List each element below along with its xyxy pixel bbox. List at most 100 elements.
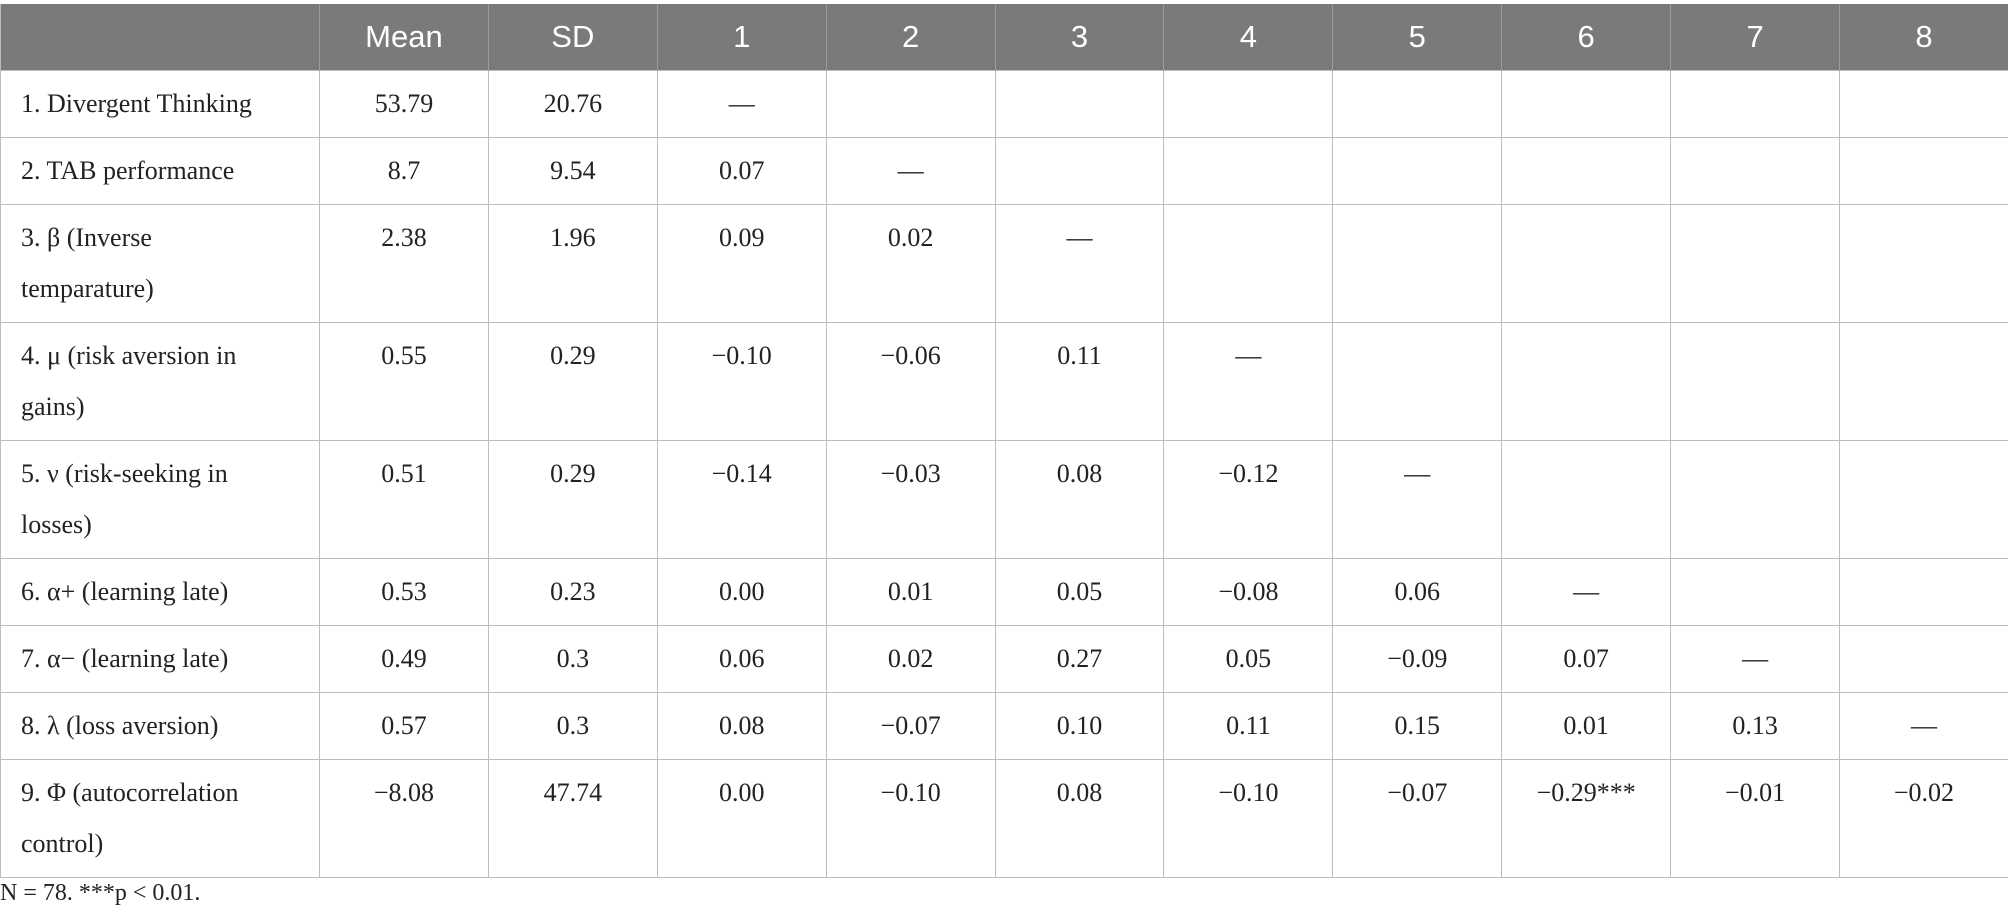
table-cell: [1839, 204, 2008, 323]
row-label: 5. ν (risk-seeking in losses): [0, 440, 320, 559]
header-cell: [0, 4, 320, 71]
table-cell: 0.3: [487, 692, 658, 760]
table-cell: [1670, 440, 1841, 559]
table-cell: [1670, 558, 1841, 626]
table-cell: −0.07: [825, 692, 996, 760]
table-row: 5. ν (risk-seeking in losses) 0.51 0.29 …: [0, 440, 2008, 559]
table-row: 9. Φ (autocorrelation control) −8.08 47.…: [0, 759, 2008, 878]
table-cell: −8.08: [319, 759, 489, 878]
table-cell: —: [1670, 625, 1841, 693]
table-cell: 47.74: [487, 759, 658, 878]
table-cell: [1501, 70, 1672, 138]
table-cell: 9.54: [487, 137, 658, 205]
table-cell: 0.10: [994, 692, 1165, 760]
table-cell: —: [1163, 322, 1334, 441]
table-cell: —: [825, 137, 996, 205]
table-row: 3. β (Inverse temparature) 2.38 1.96 0.0…: [0, 204, 2008, 323]
table-cell: −0.02: [1839, 759, 2008, 878]
table-row: 7. α− (learning late) 0.49 0.3 0.06 0.02…: [0, 625, 2008, 693]
table-cell: [1501, 322, 1672, 441]
table-cell: −0.14: [656, 440, 827, 559]
table-cell: −0.01: [1670, 759, 1841, 878]
table-cell: [1501, 440, 1672, 559]
header-cell: 3: [994, 4, 1165, 71]
table-cell: 0.3: [487, 625, 658, 693]
table-cell: 20.76: [487, 70, 658, 138]
table-cell: [1163, 204, 1334, 323]
table-cell: −0.10: [1163, 759, 1334, 878]
table-cell: 0.11: [1163, 692, 1334, 760]
table-cell: 0.08: [994, 440, 1165, 559]
table-cell: 0.09: [656, 204, 827, 323]
table-cell: 0.23: [487, 558, 658, 626]
header-cell: 4: [1163, 4, 1334, 71]
correlation-table: Mean SD 1 2 3 4 5 6 7 8 1. Divergent Thi…: [0, 4, 2008, 878]
table-cell: [1332, 137, 1503, 205]
row-label: 3. β (Inverse temparature): [0, 204, 320, 323]
table-cell: 0.55: [319, 322, 489, 441]
table-cell: [1163, 70, 1334, 138]
table-cell: [1670, 70, 1841, 138]
table-cell: −0.09: [1332, 625, 1503, 693]
row-label: 9. Φ (autocorrelation control): [0, 759, 320, 878]
table-cell: [1839, 440, 2008, 559]
table-cell: [1839, 322, 2008, 441]
table-cell: [1839, 558, 2008, 626]
table-cell: 0.00: [656, 558, 827, 626]
table-cell: 0.51: [319, 440, 489, 559]
table-cell: −0.08: [1163, 558, 1334, 626]
table-cell: −0.06: [825, 322, 996, 441]
table-cell: −0.29***: [1501, 759, 1672, 878]
row-label: 4. μ (risk aversion in gains): [0, 322, 320, 441]
table-cell: 53.79: [319, 70, 489, 138]
header-cell: Mean: [319, 4, 489, 71]
table-cell: 0.06: [1332, 558, 1503, 626]
table-cell: [1332, 322, 1503, 441]
table-cell: [1839, 625, 2008, 693]
table-row: 6. α+ (learning late) 0.53 0.23 0.00 0.0…: [0, 558, 2008, 626]
table-cell: 0.08: [656, 692, 827, 760]
table-cell: 0.05: [994, 558, 1165, 626]
table-cell: −0.10: [656, 322, 827, 441]
table-cell: [994, 137, 1165, 205]
table-cell: —: [994, 204, 1165, 323]
header-cell: 8: [1839, 4, 2008, 71]
table-cell: [1501, 204, 1672, 323]
table-cell: [1670, 137, 1841, 205]
table-cell: —: [1332, 440, 1503, 559]
table-row: 1. Divergent Thinking 53.79 20.76 —: [0, 70, 2008, 138]
table-cell: [1670, 204, 1841, 323]
table-cell: 0.02: [825, 204, 996, 323]
row-label: 6. α+ (learning late): [0, 558, 320, 626]
table-cell: [1670, 322, 1841, 441]
table-cell: −0.10: [825, 759, 996, 878]
table-row: 8. λ (loss aversion) 0.57 0.3 0.08 −0.07…: [0, 692, 2008, 760]
table-cell: [825, 70, 996, 138]
table-cell: 0.29: [487, 322, 658, 441]
table-cell: 0.15: [1332, 692, 1503, 760]
table-footnote: N = 78. ***p < 0.01.: [0, 880, 201, 906]
row-label: 7. α− (learning late): [0, 625, 320, 693]
header-cell: 5: [1332, 4, 1503, 71]
table-cell: [994, 70, 1165, 138]
table-cell: 0.49: [319, 625, 489, 693]
table-cell: [1332, 70, 1503, 138]
table-cell: 0.53: [319, 558, 489, 626]
table-cell: [1839, 70, 2008, 138]
header-cell: 6: [1501, 4, 1672, 71]
table-cell: —: [1839, 692, 2008, 760]
table-cell: 0.27: [994, 625, 1165, 693]
table-cell: [1839, 137, 2008, 205]
table-cell: [1501, 137, 1672, 205]
table-cell: 2.38: [319, 204, 489, 323]
table-cell: 0.07: [1501, 625, 1672, 693]
table-cell: —: [1501, 558, 1672, 626]
row-label: 1. Divergent Thinking: [0, 70, 320, 138]
table-cell: [1163, 137, 1334, 205]
table-row: 2. TAB performance 8.7 9.54 0.07 —: [0, 137, 2008, 205]
correlation-table-container: Mean SD 1 2 3 4 5 6 7 8 1. Divergent Thi…: [0, 4, 2008, 878]
table-cell: [1332, 204, 1503, 323]
header-cell: 2: [825, 4, 996, 71]
table-cell: −0.07: [1332, 759, 1503, 878]
row-label: 2. TAB performance: [0, 137, 320, 205]
